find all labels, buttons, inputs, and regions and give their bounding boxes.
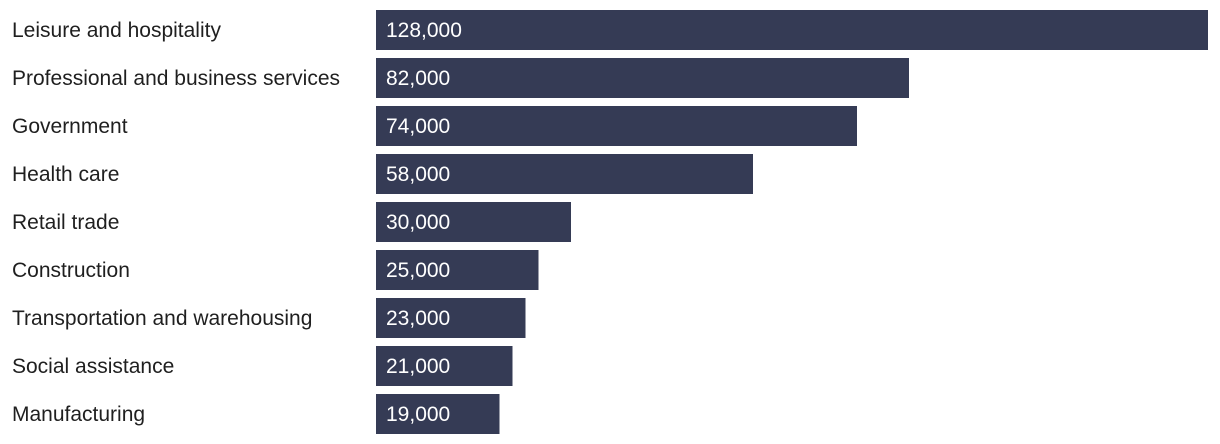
value-label: 23,000 xyxy=(386,307,450,330)
bar xyxy=(376,202,571,242)
bar xyxy=(376,10,1208,50)
bar xyxy=(376,58,909,98)
bar-row: Manufacturing 19,000 xyxy=(12,394,500,434)
category-label: Leisure and hospitality xyxy=(12,19,221,42)
bar-row: Professional and business services 82,000 xyxy=(12,58,909,98)
bar-row: Social assistance 21,000 xyxy=(12,346,513,386)
bar xyxy=(376,250,539,290)
bar xyxy=(376,346,513,386)
bar-row: Retail trade 30,000 xyxy=(12,202,571,242)
bar xyxy=(376,298,526,338)
value-label: 25,000 xyxy=(386,259,450,282)
category-label: Health care xyxy=(12,163,119,186)
category-label: Professional and business services xyxy=(12,67,340,90)
bar-row: Leisure and hospitality 128,000 xyxy=(12,10,1208,50)
bar xyxy=(376,394,500,434)
bars-layer: Leisure and hospitality 128,000 Profession… xyxy=(12,10,1208,434)
value-label: 19,000 xyxy=(386,403,450,426)
bar-row: Health care 58,000 xyxy=(12,154,753,194)
bar-row: Construction 25,000 xyxy=(12,250,539,290)
value-label: 58,000 xyxy=(386,163,450,186)
category-label: Transportation and warehousing xyxy=(12,307,312,330)
category-label: Retail trade xyxy=(12,211,119,234)
category-label: Social assistance xyxy=(12,355,174,378)
bar xyxy=(376,154,753,194)
value-label: 82,000 xyxy=(386,67,450,90)
category-label: Manufacturing xyxy=(12,403,145,426)
value-label: 30,000 xyxy=(386,211,450,234)
value-label: 74,000 xyxy=(386,115,450,138)
bar-row: Government 74,000 xyxy=(12,106,857,146)
value-label: 21,000 xyxy=(386,355,450,378)
bar-row: Transportation and warehousing 23,000 xyxy=(12,298,526,338)
value-label: 128,000 xyxy=(386,19,462,42)
bar xyxy=(376,106,857,146)
category-label: Construction xyxy=(12,259,130,282)
category-label: Government xyxy=(12,115,128,138)
